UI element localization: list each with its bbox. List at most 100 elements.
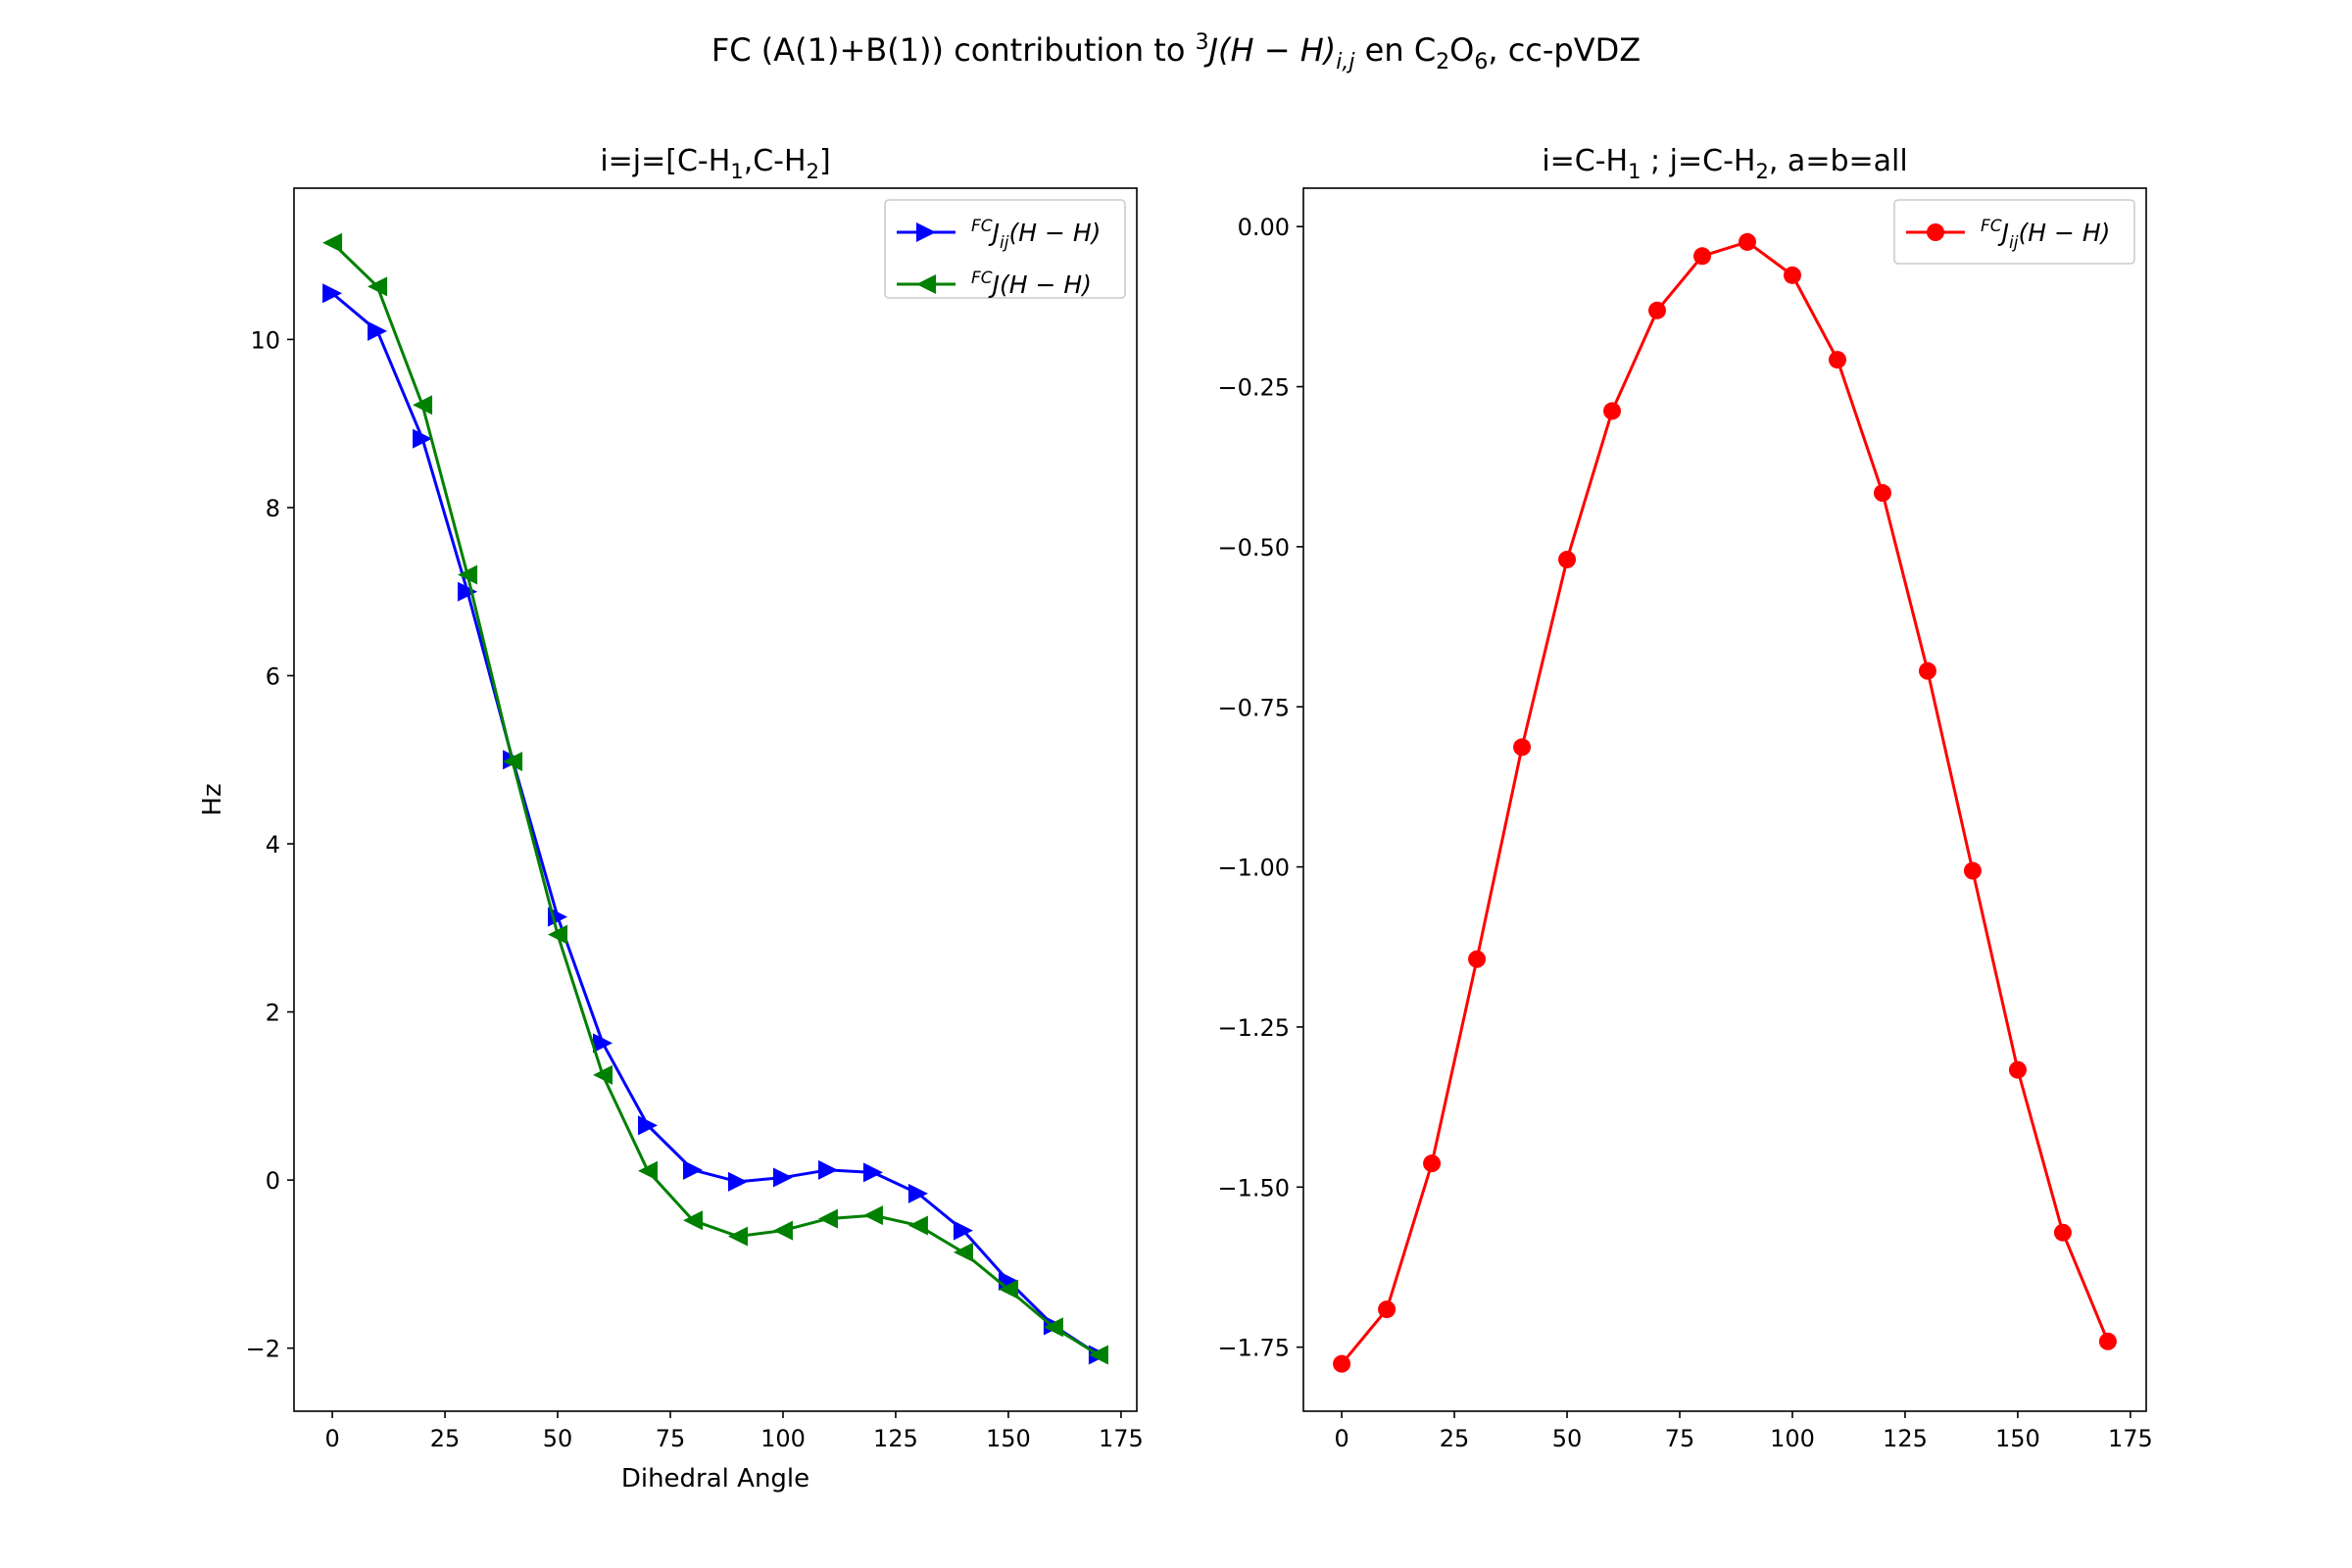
- axes-frame: [1302, 187, 2147, 1412]
- axes-frame: [293, 187, 1138, 1412]
- data-point: [683, 1210, 704, 1231]
- legend: FCJij(H − H) FCJ(H − H): [884, 199, 1126, 299]
- data-point: [458, 581, 478, 602]
- data-point: [772, 1167, 793, 1188]
- data-point: [503, 751, 523, 771]
- x-tick-label: 100: [1770, 1425, 1815, 1452]
- x-tick-label: 100: [760, 1425, 806, 1452]
- data-point: [413, 395, 433, 416]
- x-tick-label: 75: [1665, 1425, 1695, 1452]
- x-axis-label: Dihedral Angle: [621, 1464, 809, 1494]
- legend-box: [1893, 199, 2135, 265]
- y-tick-label: 2: [266, 1000, 280, 1027]
- x-tick-label: 50: [1552, 1425, 1583, 1452]
- y-tick-label: −0.50: [1217, 534, 1290, 562]
- legend-marker: [916, 222, 936, 242]
- y-tick-label: −2: [246, 1336, 280, 1363]
- data-point: [772, 1220, 793, 1241]
- legend-label: FCJ(H − H): [971, 269, 1092, 299]
- data-point: [413, 428, 433, 449]
- data-point: [862, 1205, 883, 1226]
- y-tick-label: 6: [266, 662, 280, 690]
- data-point: [1333, 1354, 1351, 1373]
- series-1: [322, 283, 1108, 1365]
- data-point: [727, 1226, 748, 1247]
- data-point: [322, 283, 343, 304]
- y-tick-label: 0.00: [1238, 214, 1290, 241]
- y-tick-label: 8: [266, 495, 280, 522]
- data-point: [1513, 738, 1532, 757]
- data-point: [1558, 550, 1577, 568]
- data-point: [593, 1033, 613, 1054]
- data-point: [907, 1183, 928, 1203]
- y-tick-label: −1.75: [1217, 1335, 1290, 1362]
- series-line: [331, 241, 1100, 1356]
- right-panel: i=C-H1 ; j=C-H2, a=b=all 0 25 50 75 100 125 150…: [1217, 144, 2152, 1452]
- panel-title: i=j=[C-H1,C-H2]: [600, 144, 830, 183]
- legend-label: FCJij(H − H): [1981, 217, 2110, 253]
- data-point: [2098, 1332, 2117, 1350]
- y-tick-label: −0.75: [1217, 694, 1290, 721]
- data-point: [817, 1208, 838, 1229]
- figure-suptitle: FC (A(1)+B(1)) contribution to 3J(H − H)…: [711, 30, 1641, 74]
- legend-box: [884, 199, 1126, 299]
- y-axis-label: Hz: [198, 783, 227, 815]
- data-point: [1918, 662, 1936, 680]
- data-point: [817, 1159, 838, 1180]
- data-point: [1873, 484, 1891, 503]
- legend-marker: [1927, 223, 1944, 241]
- x-tick-label: 175: [2108, 1425, 2153, 1452]
- data-point: [1738, 232, 1756, 251]
- series-line: [331, 292, 1100, 1356]
- x-tick-label: 75: [656, 1425, 686, 1452]
- series-1: [1333, 232, 2117, 1373]
- data-point: [458, 564, 478, 585]
- data-point: [368, 276, 388, 297]
- x-tick-label: 50: [543, 1425, 573, 1452]
- legend-label: FCJij(H − H): [971, 217, 1101, 253]
- legend: FCJij(H − H): [1893, 199, 2135, 265]
- y-tick-label: 0: [266, 1167, 280, 1195]
- data-point: [953, 1242, 973, 1262]
- x-tick-label: 150: [986, 1425, 1031, 1452]
- data-point: [1468, 950, 1487, 968]
- legend-marker: [916, 274, 936, 294]
- y-tick-label: 10: [250, 326, 280, 354]
- data-point: [953, 1220, 973, 1241]
- x-tick-label: 25: [1440, 1425, 1470, 1452]
- data-point: [1783, 266, 1801, 284]
- data-point: [862, 1162, 883, 1183]
- y-tick-label: −1.25: [1217, 1014, 1290, 1042]
- data-point: [1378, 1300, 1396, 1319]
- data-point: [1043, 1317, 1063, 1338]
- y-tick-label: −1.00: [1217, 855, 1290, 882]
- data-point: [683, 1159, 704, 1180]
- data-point: [727, 1171, 748, 1192]
- panel-title: i=C-H1 ; j=C-H2, a=b=all: [1542, 144, 1907, 183]
- data-point: [998, 1279, 1018, 1299]
- data-point: [593, 1064, 613, 1085]
- data-point: [548, 924, 568, 945]
- data-point: [368, 320, 388, 341]
- x-tick-label: 125: [1883, 1425, 1928, 1452]
- data-point: [638, 1160, 659, 1181]
- x-tick-label: 0: [324, 1425, 339, 1452]
- x-tick-label: 175: [1099, 1425, 1144, 1452]
- y-tick-label: −0.25: [1217, 374, 1290, 402]
- data-point: [2008, 1060, 2027, 1079]
- x-tick-label: 125: [873, 1425, 918, 1452]
- x-tick-label: 0: [1334, 1425, 1348, 1452]
- data-point: [1603, 402, 1622, 420]
- series-2: [322, 232, 1108, 1365]
- data-point: [1088, 1345, 1108, 1365]
- y-tick-label: 4: [266, 831, 280, 858]
- data-point: [1828, 351, 1846, 369]
- data-point: [1423, 1154, 1442, 1173]
- data-point: [1648, 301, 1667, 319]
- series-line: [1340, 240, 2110, 1365]
- left-panel: i=j=[C-H1,C-H2] 0 25 50 75 100 125 150 175 −2 0 2 4 6…: [198, 144, 1144, 1494]
- data-point: [1693, 247, 1712, 266]
- data-point: [1963, 861, 1982, 880]
- x-tick-label: 150: [1995, 1425, 2040, 1452]
